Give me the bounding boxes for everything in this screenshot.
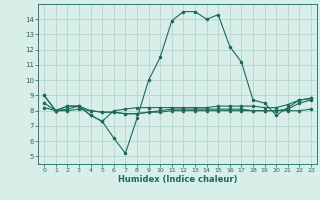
X-axis label: Humidex (Indice chaleur): Humidex (Indice chaleur) xyxy=(118,175,237,184)
